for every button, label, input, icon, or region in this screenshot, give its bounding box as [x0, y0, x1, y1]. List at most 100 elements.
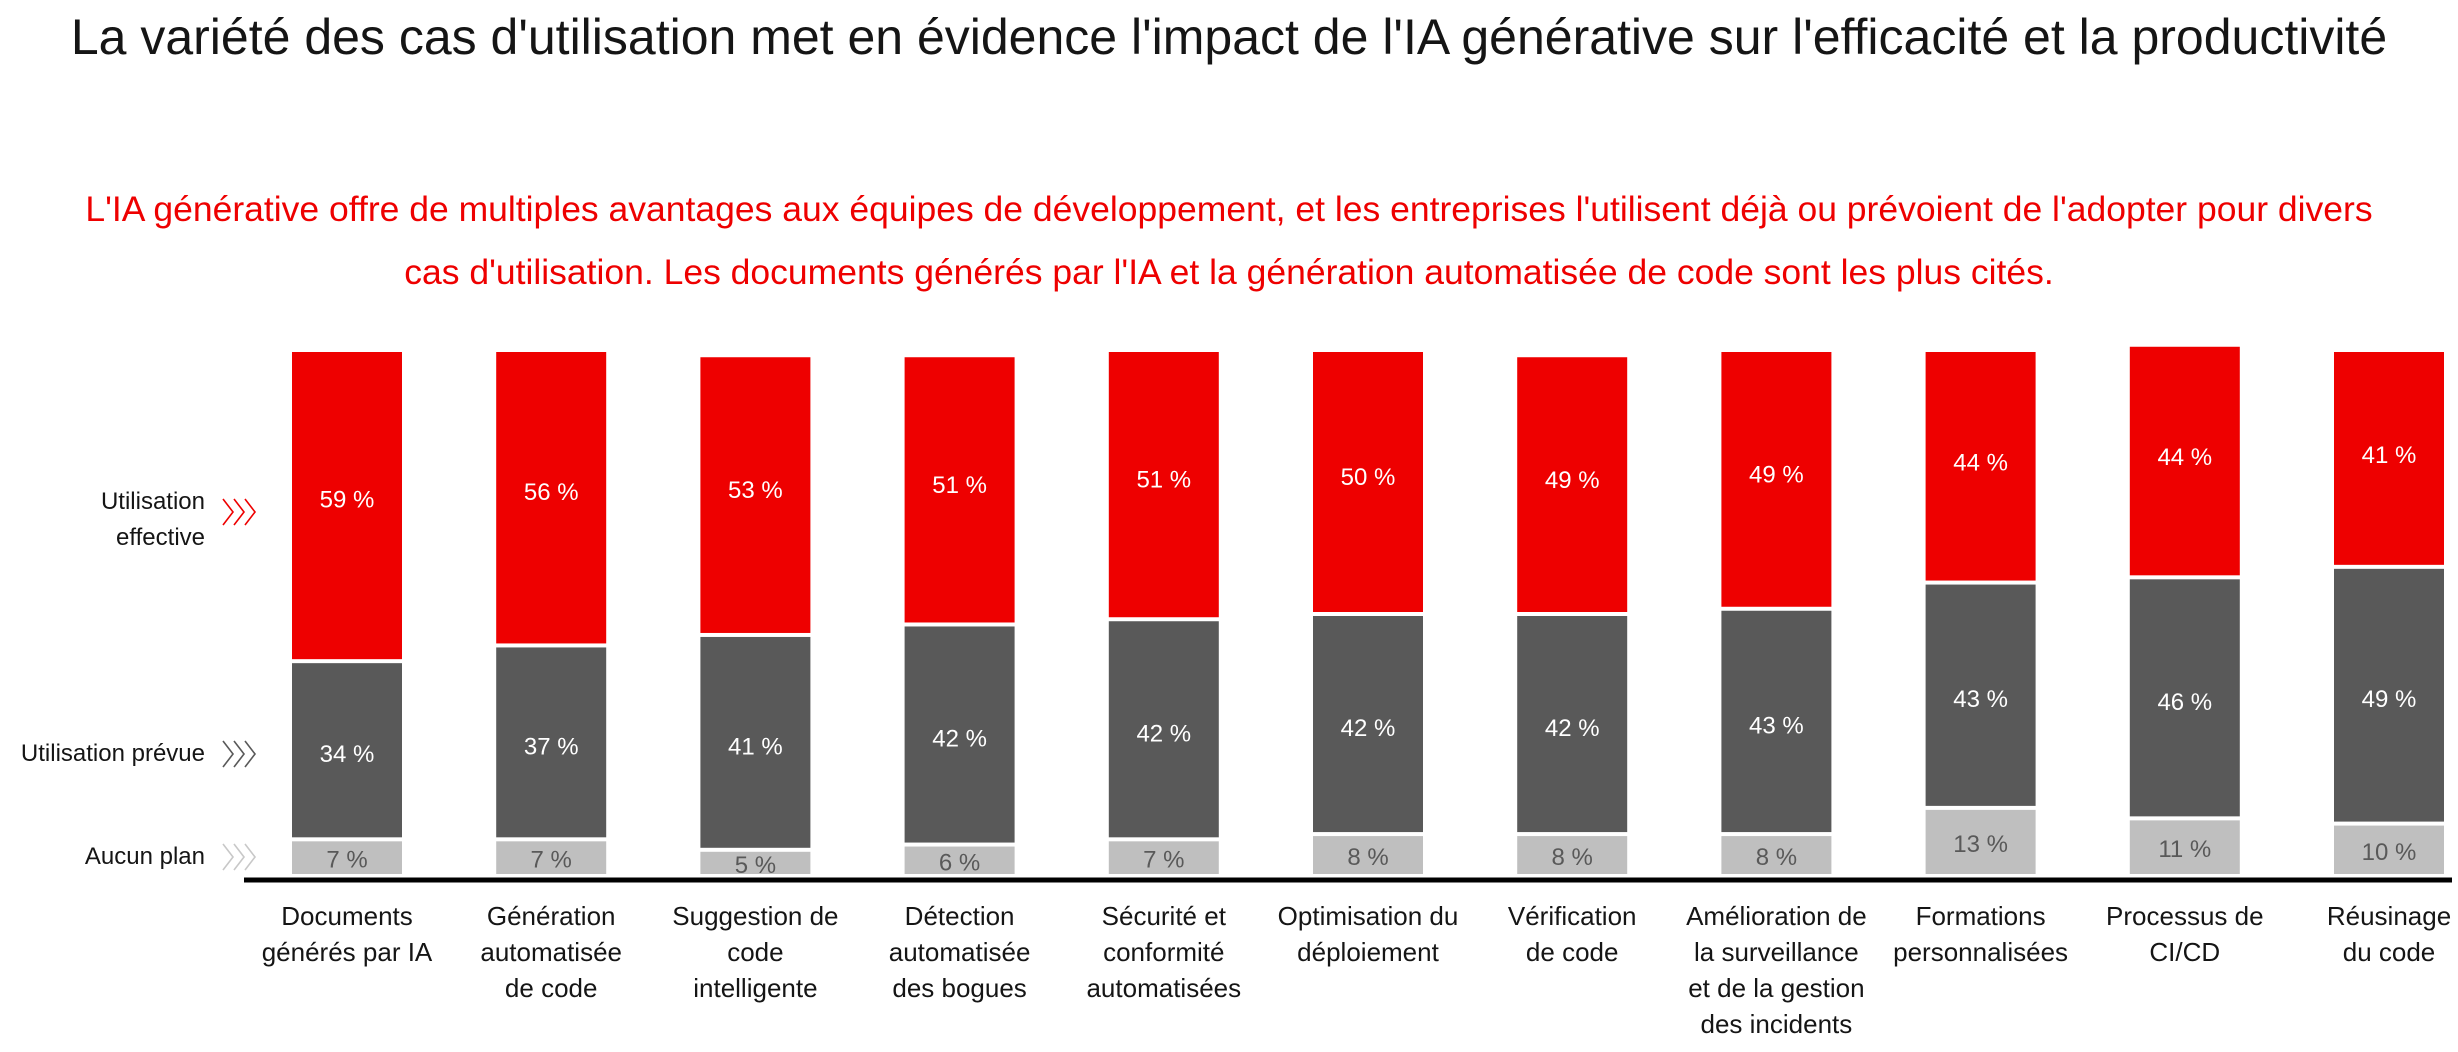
bar-segment-actual	[1108, 352, 1219, 618]
bar-segment-actual	[1925, 352, 2036, 581]
bar-segment-none	[2129, 820, 2240, 874]
data-label-planned: 42 %	[1545, 715, 1600, 742]
bar-segment-planned	[292, 663, 402, 838]
bar-segment-planned	[904, 626, 1015, 843]
category-label-line: Amélioration de	[1686, 901, 1867, 931]
data-label-actual: 53 %	[728, 477, 783, 504]
category-label-line: Documents	[281, 901, 413, 931]
chart-subtitle: L'IA générative offre de multiples avant…	[85, 189, 2373, 292]
bar-segment-actual	[1721, 352, 1832, 607]
bar-segment-planned	[2129, 579, 2240, 817]
data-label-planned: 34 %	[320, 741, 375, 768]
data-label-planned: 42 %	[1136, 720, 1191, 747]
category-label-line: Détection	[905, 901, 1015, 931]
data-label-actual: 49 %	[1749, 462, 1804, 489]
category-label-line: Optimisation du	[1278, 901, 1459, 931]
category-label-line: Formations	[1916, 901, 2046, 931]
data-label-actual: 51 %	[932, 472, 987, 499]
data-label-none: 5 %	[735, 852, 776, 879]
data-label-actual: 44 %	[1953, 449, 2008, 476]
bar-segment-actual	[904, 357, 1015, 623]
bar-segment-none	[2334, 825, 2444, 874]
category-label-line: et de la gestion	[1688, 973, 1864, 1003]
category-label: Processus de CI/CD	[2106, 901, 2264, 967]
category-label: Optimisation du déploiement	[1278, 901, 1459, 967]
bar-segment-actual	[2334, 352, 2444, 565]
bar-segment-actual	[1517, 357, 1628, 612]
data-label-none: 8 %	[1552, 844, 1593, 871]
category-label-line: Processus de	[2106, 901, 2264, 931]
bar-segment-none	[292, 841, 402, 874]
category-label: Formations personnalisées	[1893, 901, 2068, 967]
bar-segment-none	[700, 851, 811, 874]
data-label-actual: 44 %	[2157, 444, 2212, 471]
data-label-actual: 49 %	[1545, 467, 1600, 494]
data-label-none: 8 %	[1347, 844, 1388, 871]
data-label-none: 7 %	[1143, 847, 1184, 874]
data-label-actual: 56 %	[524, 479, 579, 506]
data-label-none: 7 %	[531, 847, 572, 874]
category-label-line: des incidents	[1701, 1009, 1853, 1039]
data-label-planned: 43 %	[1953, 686, 2008, 713]
chevron-icon	[233, 498, 246, 526]
data-label-none: 7 %	[326, 847, 367, 874]
category-label-line: Suggestion de	[672, 901, 838, 931]
category-label-line: automatisées	[1086, 973, 1241, 1003]
data-label-planned: 42 %	[1341, 715, 1396, 742]
category-label: Suggestion de code intelligente	[672, 901, 838, 1003]
category-label-line: la surveillance	[1694, 937, 1859, 967]
bar-segment-actual	[2129, 346, 2240, 576]
data-label-none: 10 %	[2362, 839, 2417, 866]
category-label-line: Sécurité et	[1102, 901, 1227, 931]
category-label-line: automatisée	[480, 937, 622, 967]
data-label-actual: 41 %	[2362, 442, 2417, 469]
category-label: Documents générés par IA	[262, 901, 433, 967]
data-label-actual: 50 %	[1341, 464, 1396, 491]
category-label-line: Réusinage	[2327, 901, 2451, 931]
bar-segment-actual	[292, 352, 402, 660]
category-label: Amélioration de la surveillance et de la g…	[1686, 901, 1867, 1039]
category-label-line: de code	[505, 973, 598, 1003]
data-label-actual: 59 %	[320, 486, 375, 513]
bar-segment-planned	[496, 647, 607, 838]
data-label-planned: 46 %	[2157, 689, 2212, 716]
data-label-none: 11 %	[2158, 836, 2211, 863]
bar-segment-actual	[700, 357, 811, 633]
category-label-line: conformité	[1103, 937, 1224, 967]
data-label-none: 13 %	[1953, 831, 2008, 858]
data-label-planned: 42 %	[932, 726, 987, 753]
category-label-line: du code	[2343, 937, 2436, 967]
category-label-line: code	[727, 937, 783, 967]
category-label-line: de code	[1526, 937, 1619, 967]
bar-segment-none	[1517, 836, 1628, 874]
bar-segment-planned	[700, 636, 811, 848]
category-label: Génération automatisée de code	[480, 901, 622, 1003]
bar-segment-planned	[1925, 584, 2036, 806]
chevron-icon	[222, 843, 235, 871]
bar-segment-actual	[1313, 352, 1423, 612]
legend-label-actual: effective	[116, 524, 205, 551]
chevron-icon	[222, 740, 235, 768]
category-label-line: Vérification	[1508, 901, 1637, 931]
category-label: Détection automatisée des bogues	[889, 901, 1031, 1003]
data-label-actual: 51 %	[1136, 467, 1191, 494]
chart-title: La variété des cas d'utilisation met en …	[70, 9, 2388, 65]
chevron-icon	[233, 843, 246, 871]
data-label-planned: 37 %	[524, 733, 579, 760]
category-label-line: personnalisées	[1893, 937, 2068, 967]
data-label-none: 8 %	[1756, 844, 1797, 871]
bar-segment-planned	[1313, 616, 1423, 833]
legend-label-none: Aucun plan	[85, 843, 205, 870]
chevron-icon	[244, 843, 257, 871]
bar-segment-none	[1925, 809, 2036, 874]
bar-segment-none	[496, 841, 607, 874]
bar-segment-none	[904, 846, 1015, 874]
bar-segment-none	[1108, 841, 1219, 874]
chevron-icon	[222, 498, 235, 526]
legend-label-planned: Utilisation prévue	[21, 740, 205, 767]
category-label-line: générés par IA	[262, 937, 433, 967]
bar-segment-planned	[1517, 616, 1628, 833]
category-label-line: CI/CD	[2149, 937, 2220, 967]
category-label: Vérification de code	[1508, 901, 1637, 967]
